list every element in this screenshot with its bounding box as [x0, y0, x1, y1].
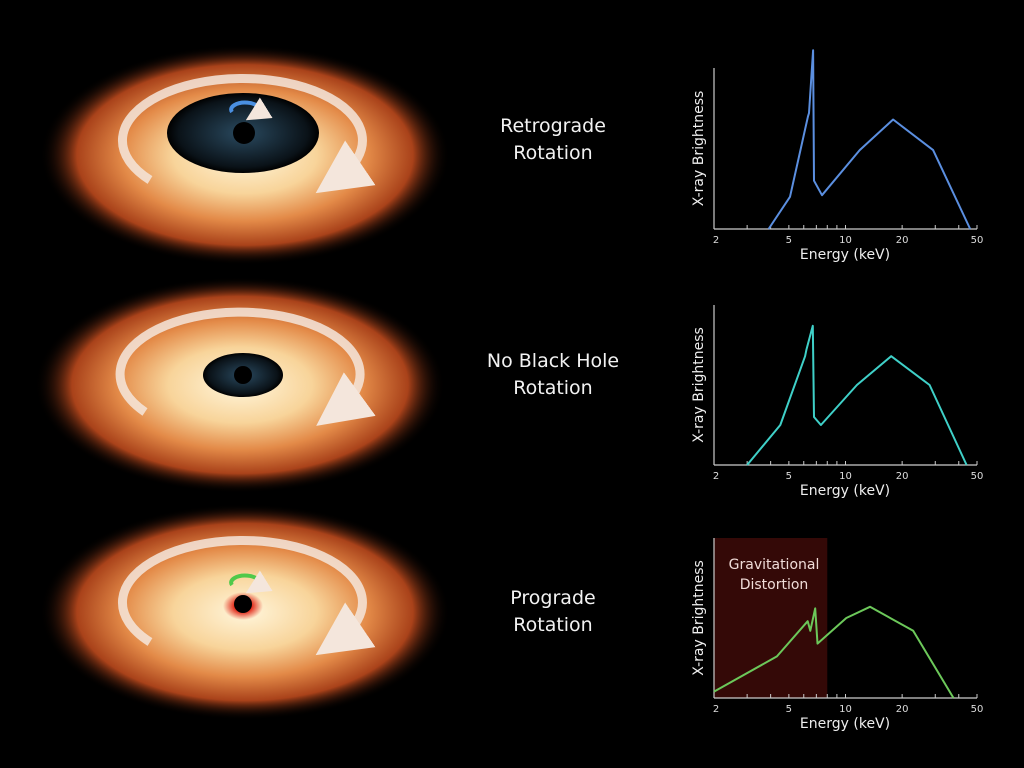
x-tick-label: 2: [713, 704, 719, 715]
title-line: Retrograde: [500, 115, 606, 137]
annotation-line: Distortion: [739, 577, 809, 593]
panel-title-retrograde: Retrograde Rotation: [453, 113, 653, 167]
black-hole: [234, 595, 252, 613]
x-axis-label: Energy (keV): [800, 247, 890, 263]
x-tick-label: 20: [896, 471, 909, 482]
title-line: Rotation: [513, 377, 593, 399]
x-tick-label: 5: [786, 704, 792, 715]
y-axis-label: X-ray Brightness: [691, 91, 707, 207]
x-tick-label: 10: [839, 235, 852, 246]
x-tick-label: 2: [713, 235, 719, 246]
title-line: No Black Hole: [486, 350, 620, 372]
spin-arrow-icon: [229, 570, 273, 594]
spectrum-chart-1: 2 5 10 20 50 Energy (keV) X-ray Brightness: [691, 49, 984, 263]
x-tick-label: 20: [896, 704, 909, 715]
panel-title-no-rotation: No Black Hole Rotation: [453, 348, 653, 402]
prograde-disc: [40, 504, 450, 720]
title-line: Rotation: [513, 614, 593, 636]
orbit-arrow-icon: [115, 307, 376, 426]
x-tick-label: 5: [786, 471, 792, 482]
y-axis-label: X-ray Brightness: [691, 560, 707, 676]
spectrum-line: [746, 324, 968, 466]
spin-arrow-icon: [229, 97, 273, 121]
x-tick-label: 50: [971, 704, 984, 715]
black-hole: [234, 366, 252, 384]
x-tick-label: 20: [896, 235, 909, 246]
spectrum-line: [767, 49, 972, 230]
y-axis-label: X-ray Brightness: [691, 327, 707, 443]
x-tick-label: 2: [713, 471, 719, 482]
no-rotation-disc: [35, 277, 445, 493]
gravitational-distortion-annotation: Gravitational Distortion: [714, 555, 834, 595]
x-tick-label: 10: [839, 471, 852, 482]
distortion-shaded-region: [714, 538, 828, 698]
black-hole: [233, 122, 255, 144]
spectrum-line: [713, 605, 955, 699]
x-tick-label: 5: [786, 235, 792, 246]
spectrum-chart-2: 2 5 10 20 50 Energy (keV) X-ray Brightness: [691, 305, 983, 499]
title-line: Rotation: [513, 142, 593, 164]
panel-title-prograde: Prograde Rotation: [453, 585, 653, 639]
spectrum-chart-3: 2 5 10 20 50 Energy (keV) X-ray Brightness: [691, 538, 983, 732]
retrograde-disc: [40, 45, 450, 265]
x-tick-label: 50: [971, 471, 984, 482]
x-tick-label: 50: [971, 235, 984, 246]
orbit-arrow-icon: [117, 73, 376, 194]
x-axis-label: Energy (keV): [800, 483, 890, 499]
orbit-arrow-icon: [117, 535, 376, 656]
annotation-line: Gravitational: [728, 557, 820, 573]
x-tick-label: 10: [839, 704, 852, 715]
x-axis-label: Energy (keV): [800, 716, 890, 732]
title-line: Prograde: [510, 587, 596, 609]
